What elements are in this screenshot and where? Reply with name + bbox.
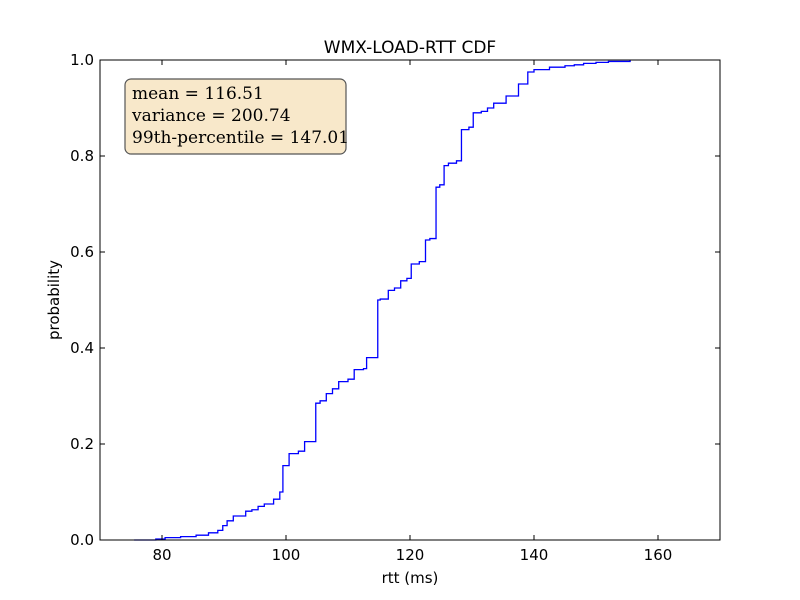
stats-mean: mean = 116.51 bbox=[132, 84, 264, 104]
x-tick-label: 160 bbox=[644, 546, 673, 564]
y-tick-label: 0.8 bbox=[70, 147, 94, 165]
tick-labels: 80 100 120 140 160 0.0 0.2 0.4 0.6 0.8 1.0 bbox=[70, 51, 672, 564]
y-tick-label: 0.6 bbox=[70, 243, 94, 261]
x-axis-label: rtt (ms) bbox=[382, 569, 439, 587]
y-axis-label: probability bbox=[45, 260, 63, 340]
x-tick-label: 140 bbox=[520, 546, 549, 564]
stats-box: mean = 116.51 variance = 200.74 99th-per… bbox=[124, 78, 349, 155]
stats-box-background bbox=[124, 78, 347, 155]
plot-frame bbox=[99, 59, 721, 541]
cdf-series-line bbox=[134, 60, 631, 541]
stats-percentile: 99th-percentile = 147.01 bbox=[132, 128, 349, 148]
y-tick-label: 0.2 bbox=[70, 435, 94, 453]
x-tick-label: 120 bbox=[396, 546, 425, 564]
plot-content bbox=[134, 60, 631, 541]
y-tick-label: 0.4 bbox=[70, 339, 94, 357]
y-tick-label: 0.0 bbox=[70, 531, 94, 549]
chart-title: WMX-LOAD-RTT CDF bbox=[324, 38, 496, 58]
y-tick-label: 1.0 bbox=[70, 51, 94, 69]
x-tick-label: 80 bbox=[152, 546, 171, 564]
x-tick-label: 100 bbox=[272, 546, 301, 564]
stats-variance: variance = 200.74 bbox=[131, 106, 291, 126]
